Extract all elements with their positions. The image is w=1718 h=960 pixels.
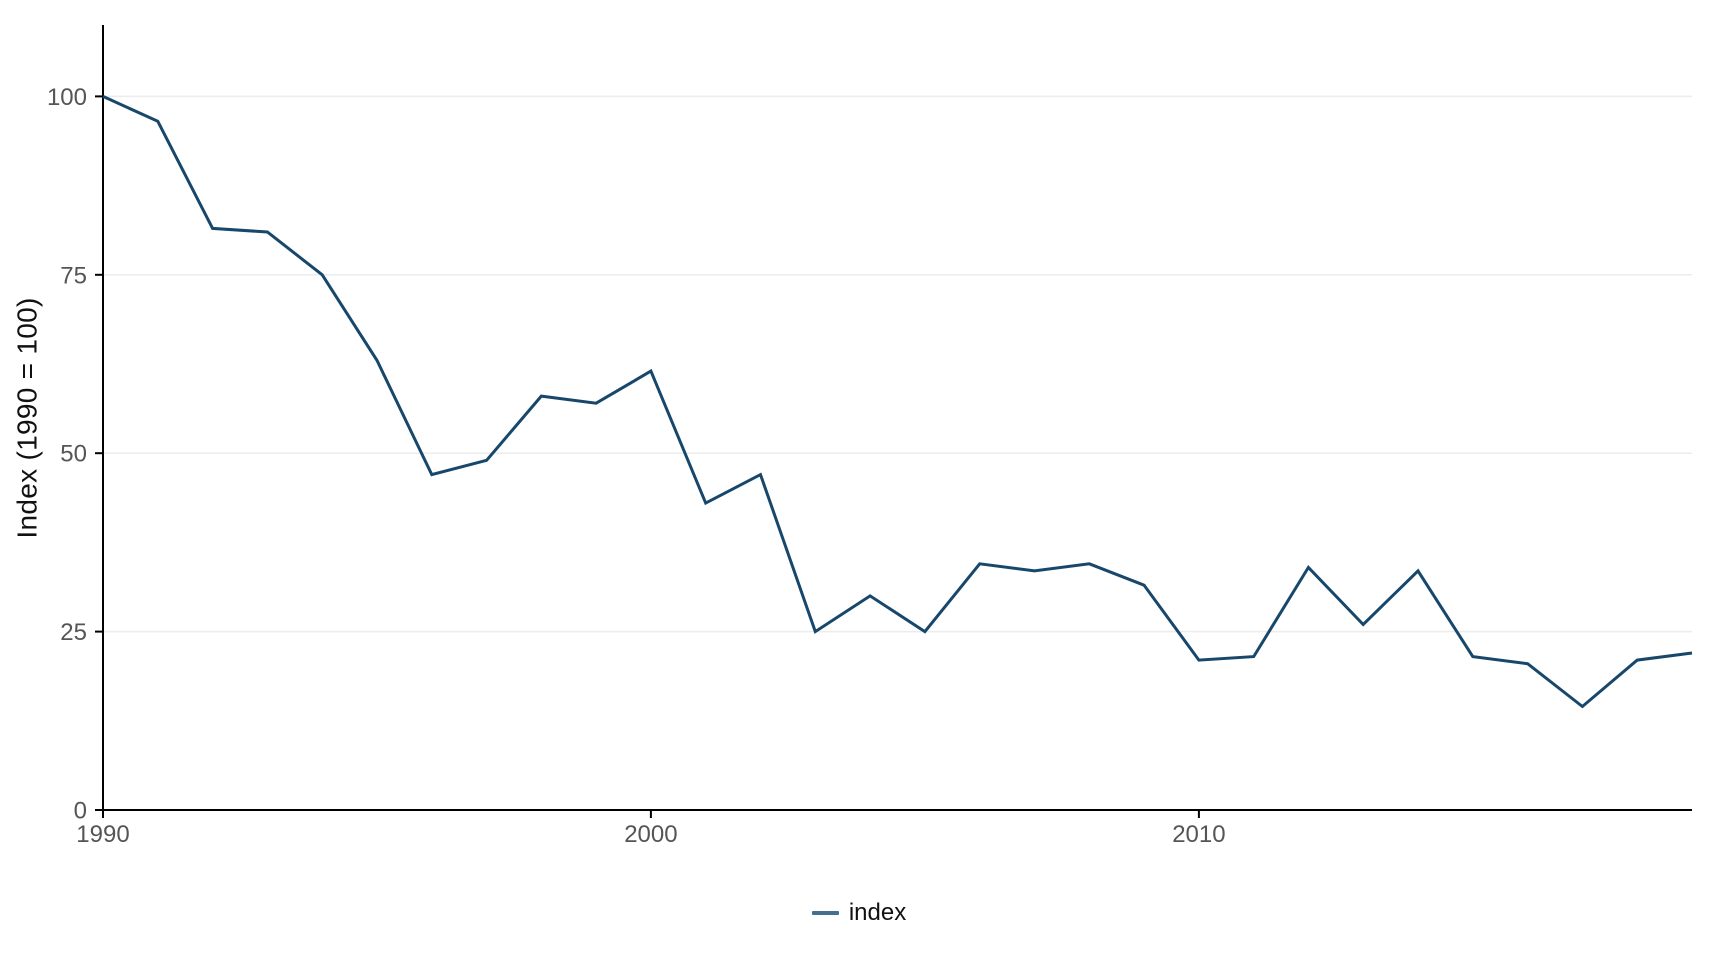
legend: index bbox=[0, 899, 1718, 927]
legend-line-swatch-icon bbox=[811, 911, 839, 915]
y-tick-label-50: 50 bbox=[60, 441, 87, 468]
y-tick-label-25: 25 bbox=[60, 619, 87, 646]
y-tick-label-100: 100 bbox=[47, 84, 87, 111]
x-tick-label-1990: 1990 bbox=[76, 821, 129, 848]
x-tick-label-2000: 2000 bbox=[624, 821, 677, 848]
series-line-index bbox=[102, 95, 1693, 709]
x-tick-label-2010: 2010 bbox=[1172, 821, 1225, 848]
legend-series-label: index bbox=[848, 899, 907, 926]
y-tick-label-75: 75 bbox=[60, 262, 87, 289]
y-tick-label-0: 0 bbox=[74, 798, 87, 825]
